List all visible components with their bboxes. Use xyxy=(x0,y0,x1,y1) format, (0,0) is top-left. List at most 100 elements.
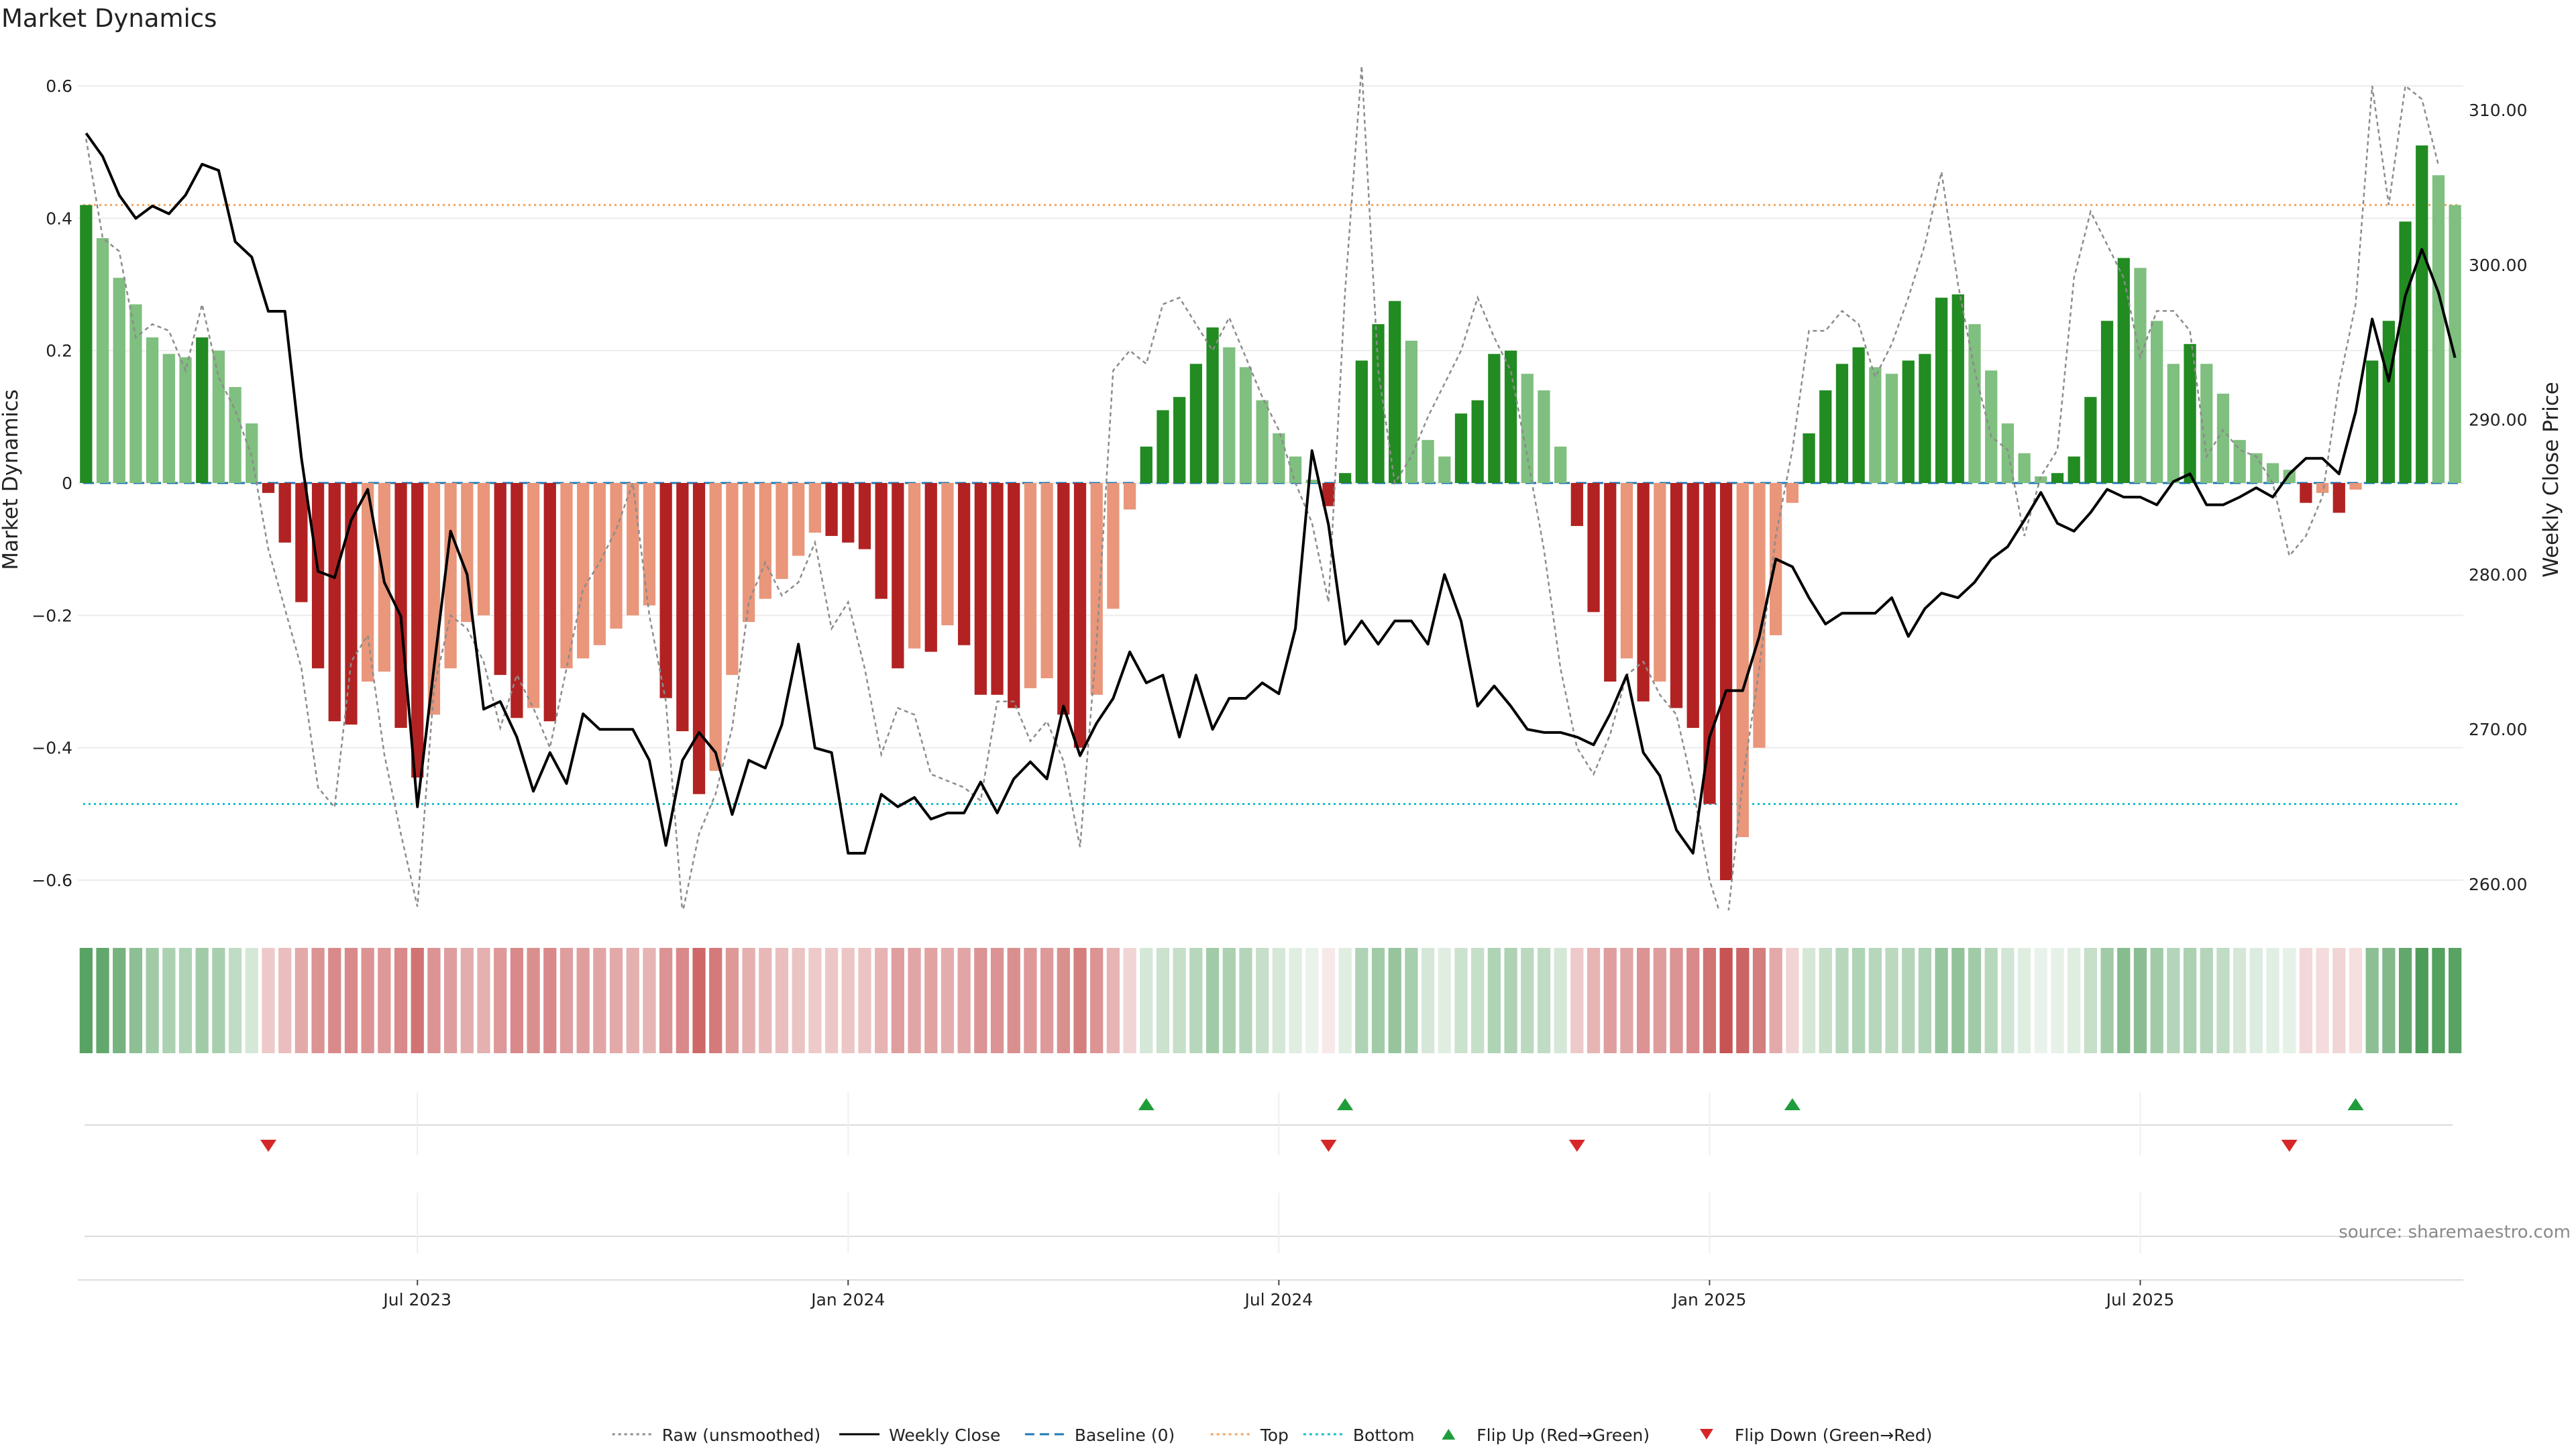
heatmap-cell-137 xyxy=(2349,948,2363,1053)
smoothed-bar-65 xyxy=(1157,410,1169,483)
source-credit: source: sharemaestro.com xyxy=(2339,1222,2571,1242)
smoothed-bar-25 xyxy=(494,483,506,676)
heatmap-cell-59 xyxy=(1057,948,1070,1053)
smoothed-bar-106 xyxy=(1835,364,1849,483)
smoothed-bar-38 xyxy=(709,483,722,771)
heatmap-cell-98 xyxy=(1703,948,1717,1053)
heatmap-cell-19 xyxy=(394,948,408,1053)
heatmap-cell-101 xyxy=(1752,948,1766,1053)
raw-unsmoothed-line xyxy=(85,66,2440,910)
heatmap-cell-7 xyxy=(195,948,209,1053)
smoothed-bar-113 xyxy=(1951,294,1964,483)
y-tick-label-3: 0 xyxy=(62,474,72,493)
smoothed-bar-46 xyxy=(842,483,855,543)
heatmap-cell-21 xyxy=(427,948,441,1053)
heatmap-cell-94 xyxy=(1636,948,1650,1053)
heatmap-cell-75 xyxy=(1322,948,1336,1053)
heatmap-cell-130 xyxy=(2233,948,2247,1053)
smoothed-bar-76 xyxy=(1338,473,1352,483)
legend-label-0: Raw (unsmoothed) xyxy=(662,1426,821,1445)
heatmap-cell-142 xyxy=(2432,948,2445,1053)
heatmap-cell-68 xyxy=(1205,948,1220,1053)
heatmap-cell-103 xyxy=(1786,948,1799,1053)
smoothed-bar-32 xyxy=(610,483,623,629)
smoothed-bar-20 xyxy=(411,483,424,778)
heatmap-cell-93 xyxy=(1620,948,1633,1053)
smoothed-bar-132 xyxy=(2266,463,2279,483)
y2-tick-label-1: 300.00 xyxy=(2469,256,2527,275)
smoothed-bar-103 xyxy=(1786,483,1799,503)
heatmap-cell-23 xyxy=(460,948,474,1053)
smoothed-bar-119 xyxy=(2051,473,2064,483)
smoothed-bar-68 xyxy=(1206,327,1219,483)
smoothed-bar-0 xyxy=(80,205,93,483)
smoothed-bar-37 xyxy=(692,483,706,794)
heatmap-cell-50 xyxy=(908,948,921,1053)
smoothed-bar-69 xyxy=(1223,347,1236,483)
heatmap-cell-117 xyxy=(2017,948,2031,1053)
chart-title: Market Dynamics xyxy=(1,4,217,33)
heatmap-cell-69 xyxy=(1222,948,1236,1053)
strength-heatmap xyxy=(79,948,2462,1053)
smoothed-bar-3 xyxy=(129,304,142,483)
y-axis-label: Market Dynamics xyxy=(0,389,23,570)
smoothed-bar-71 xyxy=(1256,400,1269,483)
smoothed-bar-82 xyxy=(1438,456,1451,483)
heatmap-cell-43 xyxy=(792,948,805,1053)
heatmap-cell-24 xyxy=(477,948,490,1053)
y-axis-ticks: 0.6 0.4 0.2 0 −0.2 −0.4 −0.6 xyxy=(32,76,72,890)
smoothed-bar-60 xyxy=(1073,483,1087,748)
heatmap-cell-84 xyxy=(1471,948,1485,1053)
smoothed-bar-100 xyxy=(1736,483,1749,837)
heatmap-cell-4 xyxy=(146,948,159,1053)
smoothed-bar-115 xyxy=(1985,370,1998,483)
smoothed-bar-70 xyxy=(1239,367,1252,483)
heatmap-cell-45 xyxy=(824,948,839,1053)
legend-item-6: Flip Down (Green→Red) xyxy=(1699,1426,1932,1445)
heatmap-cell-90 xyxy=(1570,948,1584,1053)
heatmap-cell-107 xyxy=(1852,948,1866,1053)
heatmap-cell-8 xyxy=(212,948,225,1053)
heatmap-cell-122 xyxy=(2100,948,2114,1053)
heatmap-cell-62 xyxy=(1106,948,1120,1053)
heatmap-cell-65 xyxy=(1156,948,1170,1053)
smoothed-bar-108 xyxy=(1869,367,1882,483)
smoothed-bar-12 xyxy=(278,483,291,543)
smoothed-bar-42 xyxy=(775,483,788,580)
smoothed-bar-48 xyxy=(875,483,888,599)
heatmap-cell-136 xyxy=(2332,948,2346,1053)
heatmap-cell-135 xyxy=(2316,948,2329,1053)
heatmap-cell-44 xyxy=(808,948,822,1053)
flip-down-marker-1 xyxy=(1320,1140,1337,1152)
smoothed-bar-107 xyxy=(1852,347,1865,483)
smoothed-bar-35 xyxy=(659,483,672,698)
smoothed-bar-122 xyxy=(2100,321,2114,483)
smoothed-bar-140 xyxy=(2399,221,2412,483)
heatmap-cell-127 xyxy=(2183,948,2197,1053)
smoothed-bar-28 xyxy=(543,483,556,722)
smoothed-bar-79 xyxy=(1389,301,1401,483)
smoothed-bar-62 xyxy=(1107,483,1120,609)
heatmap-cell-60 xyxy=(1073,948,1087,1053)
y2-axis-ticks: 310.00 300.00 290.00 280.00 270.00 260.00 xyxy=(2469,101,2527,894)
smoothed-bar-101 xyxy=(1753,483,1766,748)
y-tick-label-1: 0.4 xyxy=(46,209,72,228)
smoothed-bar-141 xyxy=(2416,145,2428,484)
legend-item-5: Flip Up (Red→Green) xyxy=(1442,1426,1650,1445)
smoothed-bar-138 xyxy=(2366,360,2379,483)
smoothed-bar-131 xyxy=(2250,453,2263,483)
smoothed-bar-4 xyxy=(146,337,159,483)
smoothed-bar-109 xyxy=(1885,374,1898,483)
smoothed-bar-117 xyxy=(2018,453,2031,483)
heatmap-cell-16 xyxy=(344,948,358,1053)
smoothed-bar-74 xyxy=(1305,480,1318,483)
smoothed-bar-9 xyxy=(229,386,241,483)
heatmap-cell-34 xyxy=(643,948,656,1053)
raw-series xyxy=(85,66,2440,910)
heatmap-cell-111 xyxy=(1918,948,1932,1053)
smoothed-bar-49 xyxy=(892,483,904,669)
heatmap-cell-35 xyxy=(659,948,673,1053)
heatmap-cell-112 xyxy=(1935,948,1948,1053)
x-tick-label-2: Jul 2024 xyxy=(1243,1290,1313,1309)
smoothed-bar-95 xyxy=(1654,483,1666,682)
